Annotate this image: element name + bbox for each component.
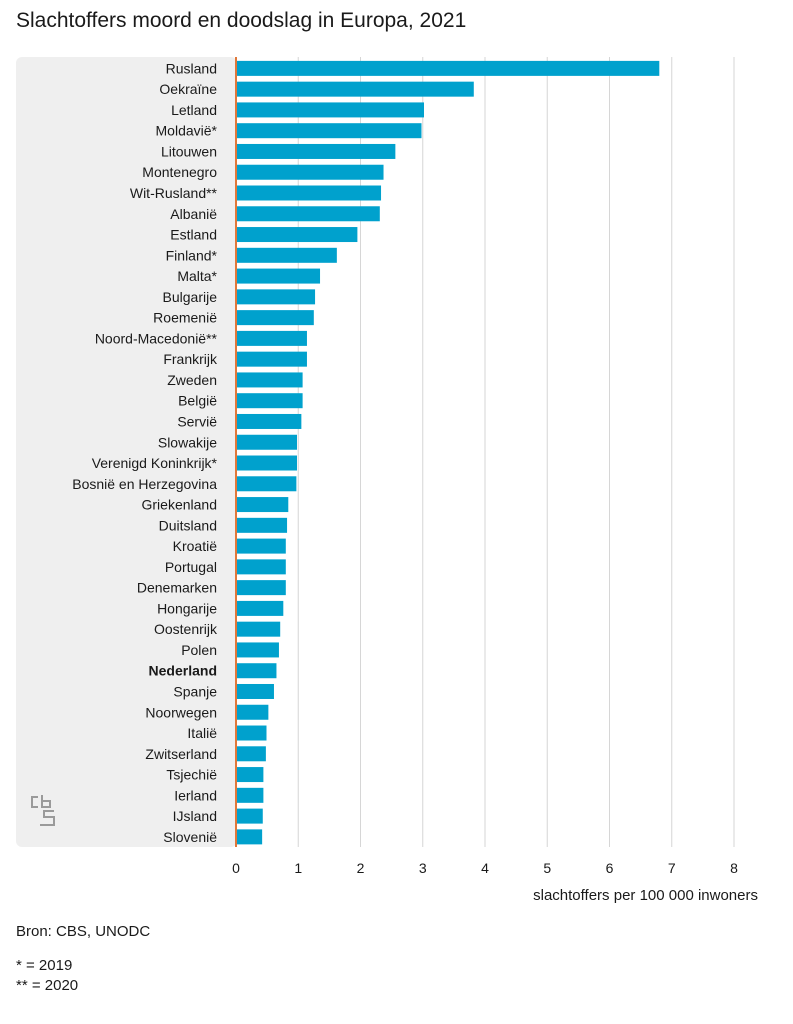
- bar: [237, 497, 289, 513]
- category-label: Tsjechië: [166, 767, 217, 783]
- bar: [237, 663, 277, 679]
- category-label: Slowakije: [158, 434, 217, 450]
- bar: [237, 787, 264, 803]
- x-tick-label: 4: [481, 860, 489, 876]
- bar: [237, 330, 307, 346]
- x-tick-labels: 0 1 2 3 4 5 6 7 8: [232, 860, 738, 876]
- category-label: Wit-Rusland**: [130, 185, 218, 201]
- category-label: Kroatië: [173, 538, 218, 554]
- bar: [237, 310, 314, 326]
- bar: [237, 206, 380, 222]
- category-label: Duitsland: [159, 517, 217, 533]
- category-label: Spanje: [173, 683, 217, 699]
- bar: [237, 143, 396, 159]
- bar: [237, 538, 286, 554]
- chart-title: Slachtoffers moord en doodslag in Europa…: [16, 9, 467, 32]
- footnotes: * = 2019 ** = 2020: [16, 956, 78, 996]
- bar: [237, 642, 279, 658]
- category-label: Frankrijk: [163, 351, 218, 367]
- bar: [237, 268, 321, 284]
- category-label: Estland: [170, 227, 217, 243]
- bar: [237, 600, 284, 616]
- category-label: Verenigd Koninkrijk*: [92, 455, 218, 471]
- x-tick-label: 5: [543, 860, 551, 876]
- category-label: Portugal: [165, 559, 217, 575]
- bar: [237, 60, 660, 76]
- bar: [237, 767, 264, 783]
- category-label: Zwitserland: [145, 746, 217, 762]
- category-label: Bulgarije: [163, 289, 218, 305]
- bar: [237, 476, 297, 492]
- category-label: Hongarije: [157, 600, 217, 616]
- footnote-2019: * = 2019: [16, 957, 73, 974]
- category-label: Griekenland: [142, 497, 218, 513]
- x-tick-label: 8: [730, 860, 738, 876]
- x-tick-label: 1: [294, 860, 302, 876]
- bar: [237, 808, 263, 824]
- category-label: Oekraïne: [159, 81, 217, 97]
- footnote-2020: ** = 2020: [16, 977, 79, 994]
- bar: [237, 725, 267, 741]
- category-label: Servië: [177, 413, 217, 429]
- bar: [237, 683, 274, 699]
- category-label: Malta*: [177, 268, 217, 284]
- bar: [237, 580, 286, 596]
- bar: [237, 829, 263, 845]
- bar: [237, 455, 297, 471]
- bar: [237, 227, 358, 243]
- category-label: Letland: [171, 102, 217, 118]
- x-tick-label: 7: [668, 860, 676, 876]
- bar: [237, 289, 316, 305]
- bar: [237, 102, 424, 118]
- bar: [237, 185, 382, 201]
- bar: [237, 517, 288, 533]
- category-label: Oostenrijk: [154, 621, 218, 637]
- source-note: Bron: CBS, UNODC: [16, 923, 151, 940]
- bar: [237, 247, 337, 263]
- x-tick-label: 6: [606, 860, 614, 876]
- x-tick-label: 0: [232, 860, 240, 876]
- category-label: Moldavië*: [156, 123, 218, 139]
- category-label: Rusland: [166, 60, 217, 76]
- bar: [237, 81, 474, 97]
- cbs-logo-icon: [31, 795, 55, 826]
- bar: [237, 393, 303, 409]
- category-label: Polen: [181, 642, 217, 658]
- category-label: Italië: [187, 725, 217, 741]
- bar: [237, 123, 422, 139]
- bar: [237, 351, 307, 367]
- bar-chart: Rusland Oekraïne Letland Moldavië* Litouwen M…: [16, 57, 758, 904]
- bar: [237, 372, 303, 388]
- category-label: Nederland: [149, 663, 217, 679]
- category-labels: Rusland Oekraïne Letland Moldavië* Litouwen M…: [72, 60, 218, 845]
- bar: [237, 164, 384, 180]
- category-label: Bosnië en Herzegovina: [72, 476, 217, 492]
- category-label: Montenegro: [142, 164, 217, 180]
- category-panel: [16, 57, 237, 847]
- bar: [237, 434, 297, 450]
- bar: [237, 704, 269, 720]
- x-tick-label: 2: [357, 860, 365, 876]
- bar: [237, 746, 266, 762]
- bar: [237, 413, 302, 429]
- x-tick-label: 3: [419, 860, 427, 876]
- category-label: Noorwegen: [145, 704, 217, 720]
- category-label: Zweden: [167, 372, 217, 388]
- category-label: Roemenië: [153, 310, 217, 326]
- category-label: België: [178, 393, 217, 409]
- category-label: Albanië: [170, 206, 217, 222]
- category-label: Finland*: [166, 247, 218, 263]
- category-label: Ierland: [174, 787, 217, 803]
- category-label: IJsland: [173, 808, 217, 824]
- category-label: Litouwen: [161, 143, 217, 159]
- category-label: Slovenië: [163, 829, 217, 845]
- bar: [237, 559, 286, 575]
- bars: [237, 60, 660, 845]
- category-label: Noord-Macedonië**: [95, 330, 218, 346]
- category-label: Denemarken: [137, 580, 217, 596]
- bar: [237, 621, 281, 637]
- x-axis-label: slachtoffers per 100 000 inwoners: [533, 887, 758, 904]
